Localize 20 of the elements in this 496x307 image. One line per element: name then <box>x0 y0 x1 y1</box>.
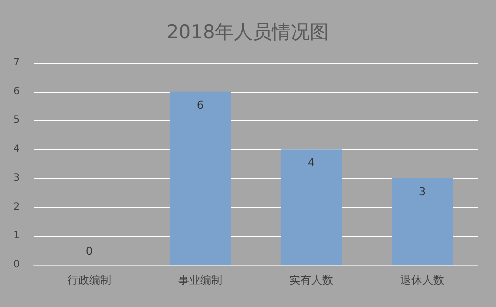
x-tick-label: 实有人数 <box>290 274 334 287</box>
y-tick-label: 1 <box>14 230 20 242</box>
data-label: 3 <box>419 185 426 198</box>
y-tick-label: 7 <box>14 58 20 68</box>
data-label: 0 <box>86 245 93 258</box>
y-tick-label: 3 <box>14 172 20 184</box>
data-label: 4 <box>308 156 315 170</box>
y-tick-label: 4 <box>14 144 20 156</box>
data-label: 6 <box>197 98 204 112</box>
y-tick-label: 2 <box>14 202 20 213</box>
x-tick-label: 行政编制 <box>68 274 112 287</box>
y-tick-label: 5 <box>14 115 20 126</box>
y-tick-label: 6 <box>14 86 20 98</box>
bar <box>392 178 454 265</box>
x-tick-label: 退休人数 <box>400 274 444 287</box>
x-tick-label: 事业编制 <box>178 274 222 287</box>
bar <box>170 92 232 265</box>
bar <box>280 150 342 265</box>
y-tick-label: 0 <box>14 260 20 270</box>
chart-title: 2018年人员情况图 <box>166 22 330 44</box>
